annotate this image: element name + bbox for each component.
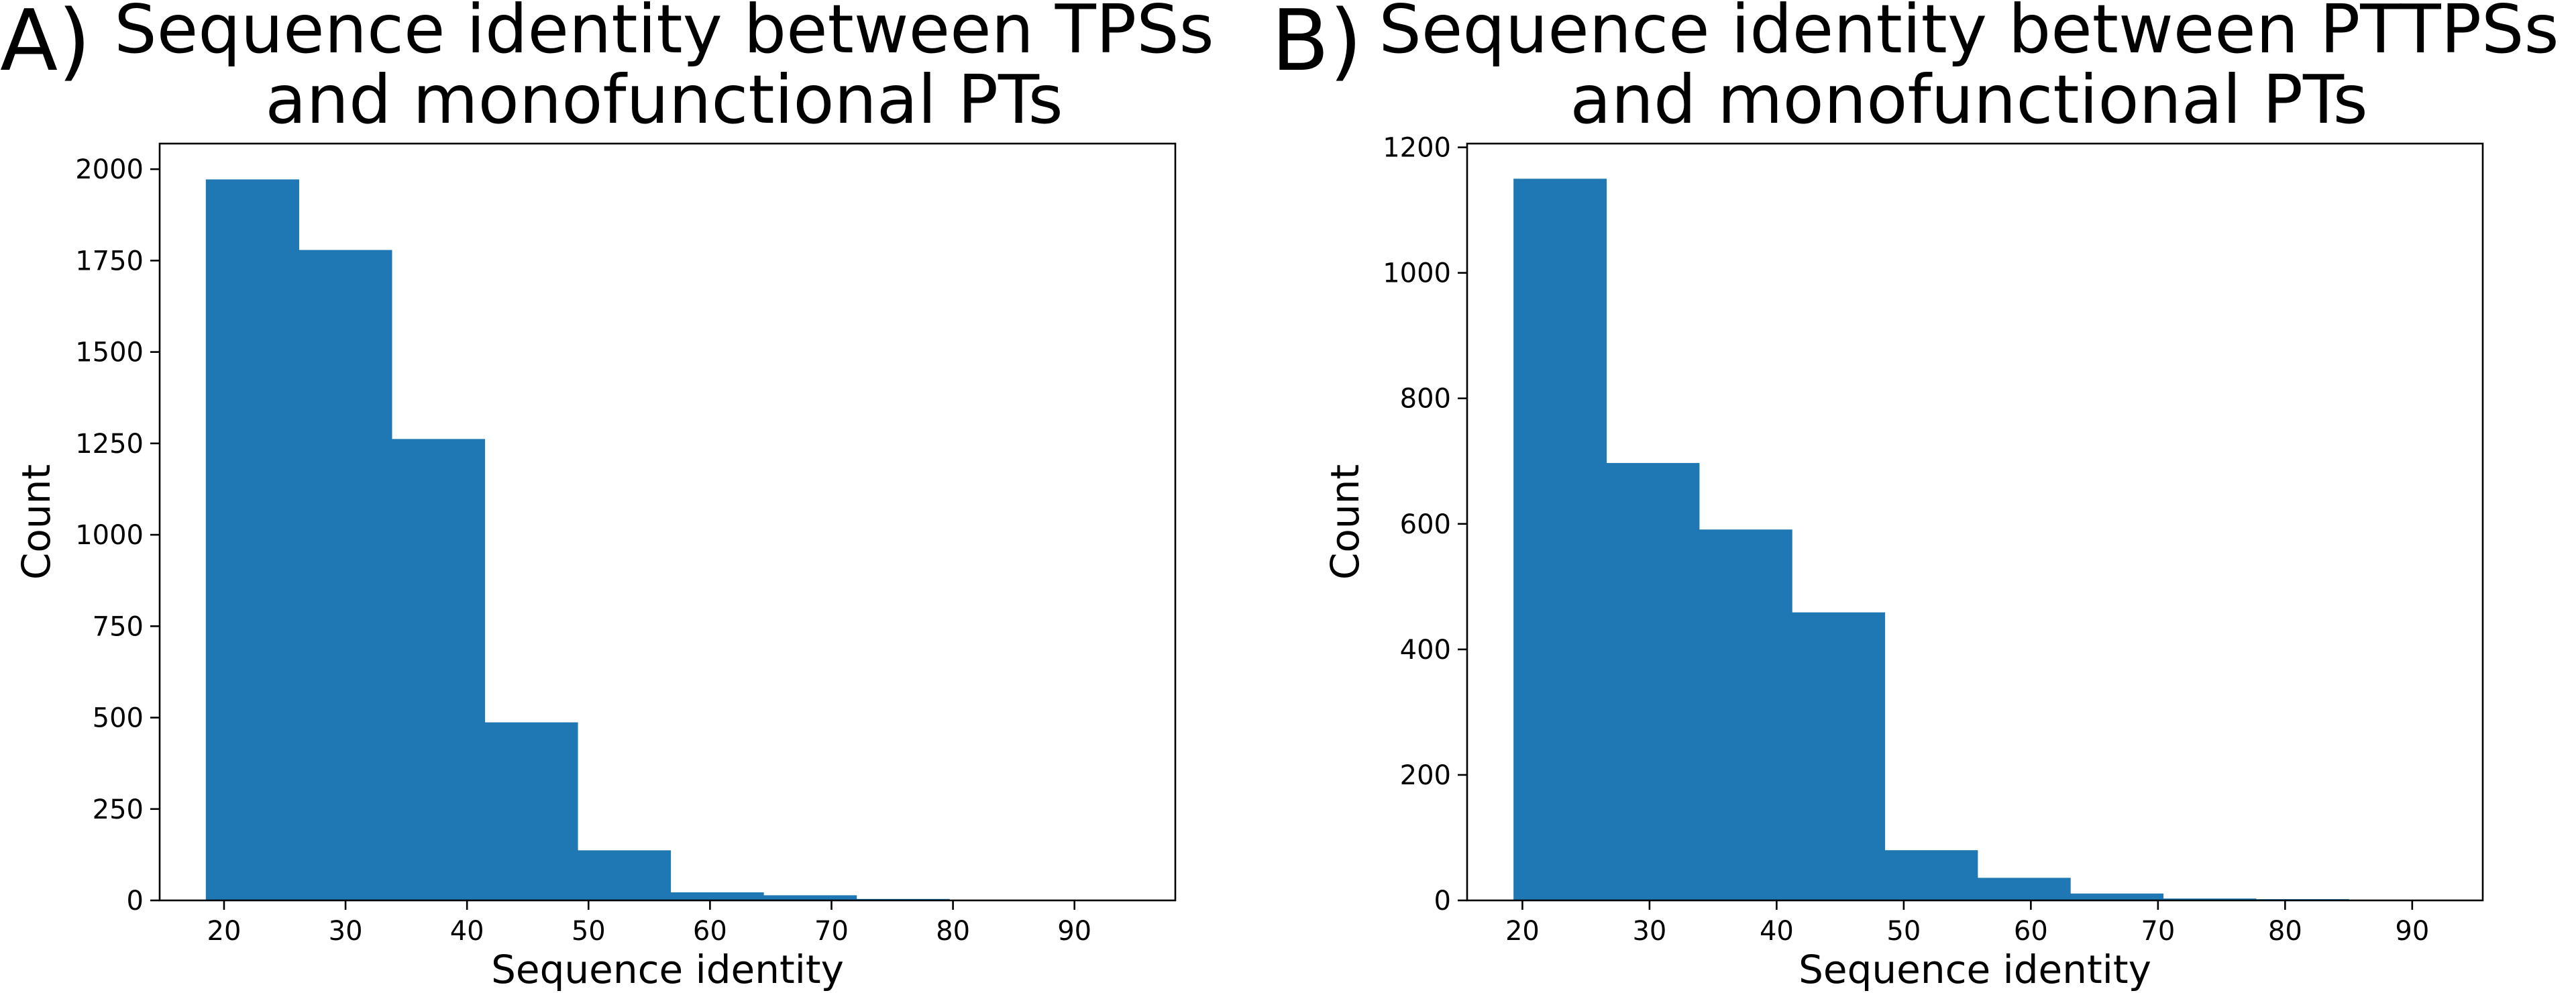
panel-a-bar-1	[205, 179, 299, 900]
panel-b-title-line-1: Sequence identity between PTTPSs	[1379, 0, 2559, 68]
panel-b-title-line-2: and monofunctional PTs	[1570, 60, 2367, 139]
panel-b-x-tick-label-20: 20	[1505, 916, 1540, 947]
panel-b-bar-4	[1792, 612, 1886, 900]
panel-b: B) Sequence identity between PTTPSs and …	[1271, 0, 2559, 992]
panel-a-x-tick-label-60: 60	[693, 916, 727, 947]
panel-b-bar-5	[1884, 850, 1978, 900]
panel-a-y-tick-label-1250: 1250	[75, 429, 144, 460]
panel-a-bars	[205, 179, 1136, 900]
panel-a-label: A)	[0, 0, 91, 90]
panel-b-y-tick-label-400: 400	[1400, 635, 1451, 666]
panel-b-y-tick-label-800: 800	[1400, 384, 1451, 415]
panel-a-x-tick-label-50: 50	[572, 916, 606, 947]
panel-a-y-tick-label-250: 250	[93, 794, 144, 825]
panel-b-y-axis-label: Count	[1322, 464, 1368, 580]
panel-b-x-tick-label-30: 30	[1632, 916, 1666, 947]
panel-a-x-tick-label-40: 40	[450, 916, 484, 947]
panel-a-title-line-2: and monofunctional PTs	[265, 60, 1063, 139]
panel-b-bar-6	[1977, 878, 2071, 900]
panel-b-x-tick-label-40: 40	[1760, 916, 1794, 947]
panel-b-axes-frame	[1466, 142, 2484, 902]
panel-b-bar-2	[1606, 463, 1700, 900]
panel-a-y-axis-label: Count	[13, 464, 59, 580]
panel-a-y-tick-label-500: 500	[93, 703, 144, 734]
panel-a-y-tick-label-750: 750	[93, 611, 144, 642]
panel-b-x-tick-label-60: 60	[2014, 916, 2048, 947]
panel-a-y-tick-label-1000: 1000	[75, 520, 144, 551]
panel-a-x-tick-label-80: 80	[936, 916, 970, 947]
panel-a-x-tick-label-20: 20	[207, 916, 241, 947]
panel-b-bar-8	[2163, 898, 2257, 900]
panel-a: A) Sequence identity between TPSs and mo…	[0, 0, 1214, 992]
panel-b-bar-3	[1699, 529, 1792, 900]
panel-b-y-tick-label-600: 600	[1400, 509, 1451, 540]
panel-a-bar-4	[484, 722, 578, 900]
panel-b-y-tick-label-1200: 1200	[1383, 133, 1451, 164]
panel-a-title-line-1: Sequence identity between TPSs	[114, 0, 1214, 68]
panel-b-y-tick-label-0: 0	[1434, 886, 1451, 917]
panel-b-x-tick-label-70: 70	[2141, 916, 2175, 947]
panel-b-y-tick-label-1000: 1000	[1383, 258, 1451, 289]
panel-b-label: B)	[1271, 0, 1362, 90]
panel-b-bar-1	[1513, 178, 1607, 900]
panel-b-bar-7	[2070, 893, 2164, 900]
panel-b-y-ticks: 0 200 400 600 800 1000 1200	[1383, 133, 1467, 917]
panel-a-bar-5	[577, 850, 672, 900]
panel-b-x-tick-label-50: 50	[1886, 916, 1921, 947]
panel-a-axes-frame	[158, 142, 1177, 902]
panel-a-y-tick-label-2000: 2000	[75, 154, 144, 185]
panel-a-bar-7	[763, 895, 857, 900]
panel-a-bar-3	[391, 439, 486, 900]
panel-a-y-tick-label-1500: 1500	[75, 337, 144, 368]
panel-b-bars	[1513, 178, 2443, 900]
panel-a-x-tick-label-30: 30	[329, 916, 363, 947]
panel-b-y-tick-label-200: 200	[1400, 760, 1451, 791]
panel-a-x-tick-label-90: 90	[1057, 916, 1091, 947]
panel-a-x-ticks: 20 30 40 50 60 70 80 90	[207, 900, 1091, 947]
panel-b-x-tick-label-90: 90	[2395, 916, 2429, 947]
panel-a-bar-2	[299, 250, 392, 900]
panel-b-x-tick-label-80: 80	[2268, 916, 2302, 947]
panel-a-x-tick-label-70: 70	[814, 916, 849, 947]
panel-b-x-ticks: 20 30 40 50 60 70 80 90	[1505, 900, 2429, 947]
panel-a-y-ticks: 0 250 500 750 1000 1250 1500 1750 2000	[75, 154, 160, 917]
panel-a-y-tick-label-0: 0	[127, 886, 144, 917]
panel-b-x-axis-label: Sequence identity	[1799, 947, 2151, 992]
panel-a-y-tick-label-1750: 1750	[75, 246, 144, 276]
panel-a-bar-6	[670, 892, 764, 900]
panel-a-x-axis-label: Sequence identity	[491, 947, 844, 992]
